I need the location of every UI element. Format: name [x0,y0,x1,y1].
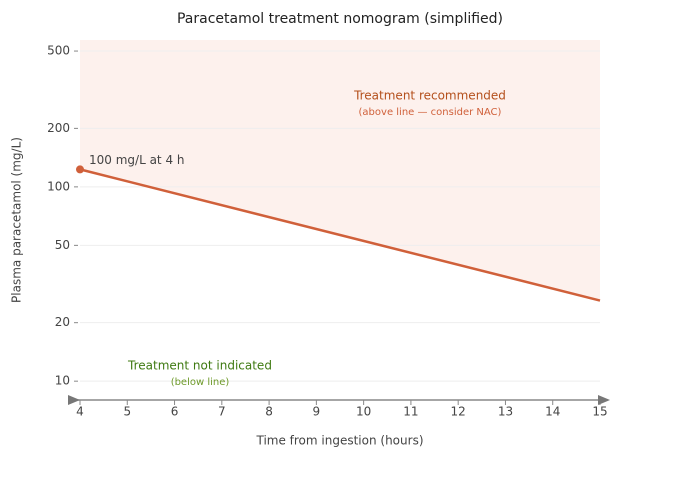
x-tick-label: 15 [592,405,607,419]
threshold-line [79,168,601,302]
y-tick-label: 500 [47,44,70,58]
y-tick-label: 200 [47,121,70,135]
x-tick-label: 11 [403,405,418,419]
x-tick-label: 12 [451,405,466,419]
chart-title: Paracetamol treatment nomogram (simplifi… [177,11,503,27]
y-tick-label: 100 [47,179,70,193]
y-tick-label: 20 [55,315,70,329]
region-sublabel: (below line) [171,377,230,388]
x-tick-label: 7 [218,405,226,419]
x-tick-label: 14 [545,405,560,419]
region-label: Treatment recommended [353,89,506,103]
x-tick-label: 6 [171,405,179,419]
x-tick-label: 8 [265,405,273,419]
x-axis-label: Time from ingestion (hours) [255,434,423,448]
region-sublabel: (above line — consider NAC) [359,107,502,118]
y-tick-label: 10 [55,374,70,388]
y-tick-label: 50 [55,238,70,252]
treatment-region [80,40,600,301]
point-label: 100 mg/L at 4 h [89,153,185,167]
y-axis-label: Plasma paracetamol (mg/L) [10,137,24,303]
x-tick-label: 9 [313,405,321,419]
x-tick-label: 10 [356,405,371,419]
axis-arrow [68,395,80,405]
x-tick-label: 13 [498,405,513,419]
x-tick-label: 5 [123,405,131,419]
anchor-point [76,165,84,174]
x-tick-label: 4 [76,405,84,419]
axis-arrow [598,395,610,405]
region-label: Treatment not indicated [127,359,272,373]
